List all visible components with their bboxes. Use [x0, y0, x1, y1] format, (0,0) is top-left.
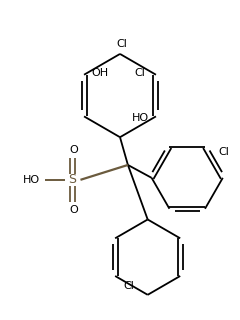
Text: Cl: Cl [124, 281, 134, 291]
Text: Cl: Cl [218, 148, 229, 157]
Text: HO: HO [132, 113, 149, 124]
Text: Cl: Cl [117, 39, 127, 49]
Text: O: O [69, 145, 78, 155]
Text: OH: OH [91, 68, 108, 78]
Text: O: O [69, 204, 78, 215]
Text: S: S [69, 173, 77, 186]
Text: HO: HO [23, 175, 40, 185]
Text: Cl: Cl [135, 68, 146, 78]
